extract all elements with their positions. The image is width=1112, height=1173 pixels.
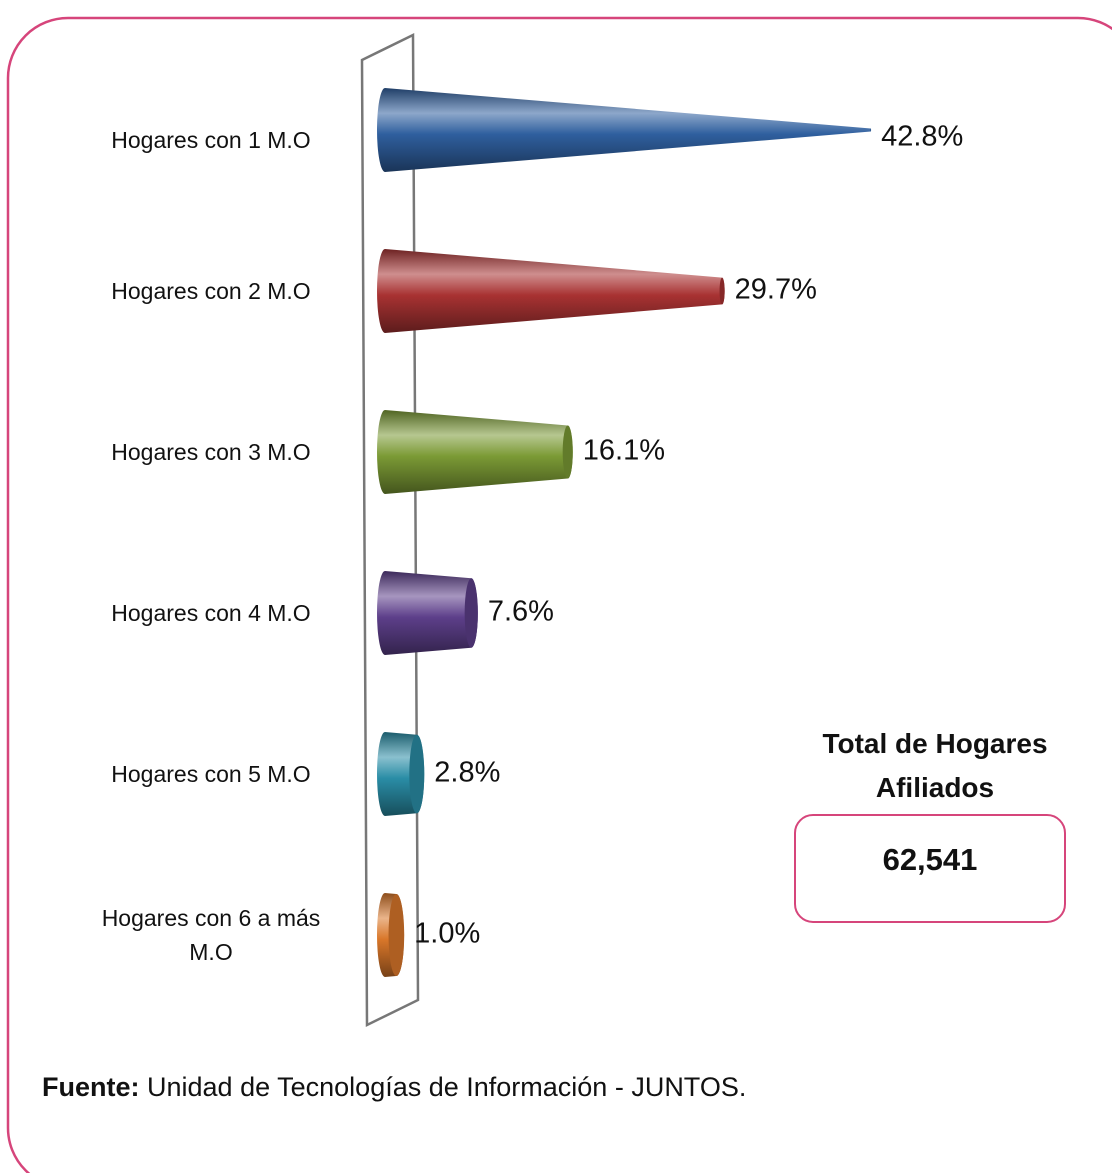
value-label: 7.6% (488, 596, 554, 628)
category-label: Hogares con 3 M.O (111, 439, 311, 465)
category-label: Hogares con 1 M.O (111, 127, 311, 153)
annotation-value: 62,541 (882, 842, 978, 877)
source: Fuente: Unidad de Tecnologías de Informa… (42, 1072, 746, 1103)
value-label: 2.8% (434, 757, 500, 789)
value-label: 16.1% (583, 435, 665, 467)
category-label: Hogares con 4 M.O (111, 600, 311, 626)
bar (377, 88, 872, 172)
value-label: 42.8% (881, 121, 963, 153)
category-label: Hogares con 2 M.O (111, 278, 311, 304)
bar-end (409, 734, 425, 814)
value-label: 29.7% (735, 274, 817, 306)
category-label: Hogares con 6 a más M.O (101, 905, 321, 965)
bar-end (464, 578, 478, 648)
bar-end (870, 128, 872, 132)
total-box (794, 814, 1066, 923)
bar-end (719, 277, 725, 305)
bar-end (388, 893, 405, 977)
source-label: Fuente: (42, 1072, 140, 1102)
annotation-title: Total de Hogares Afiliados (822, 728, 1048, 803)
value-label: 1.0% (414, 918, 480, 950)
category-label: Hogares con 5 M.O (111, 761, 311, 787)
back-wall (360, 33, 420, 1027)
outer-frame (6, 16, 1112, 1173)
bar-end (562, 425, 573, 479)
bar (377, 571, 478, 655)
bar (377, 410, 573, 494)
source-text: Unidad de Tecnologías de Información - J… (147, 1072, 747, 1102)
bar (377, 249, 725, 333)
